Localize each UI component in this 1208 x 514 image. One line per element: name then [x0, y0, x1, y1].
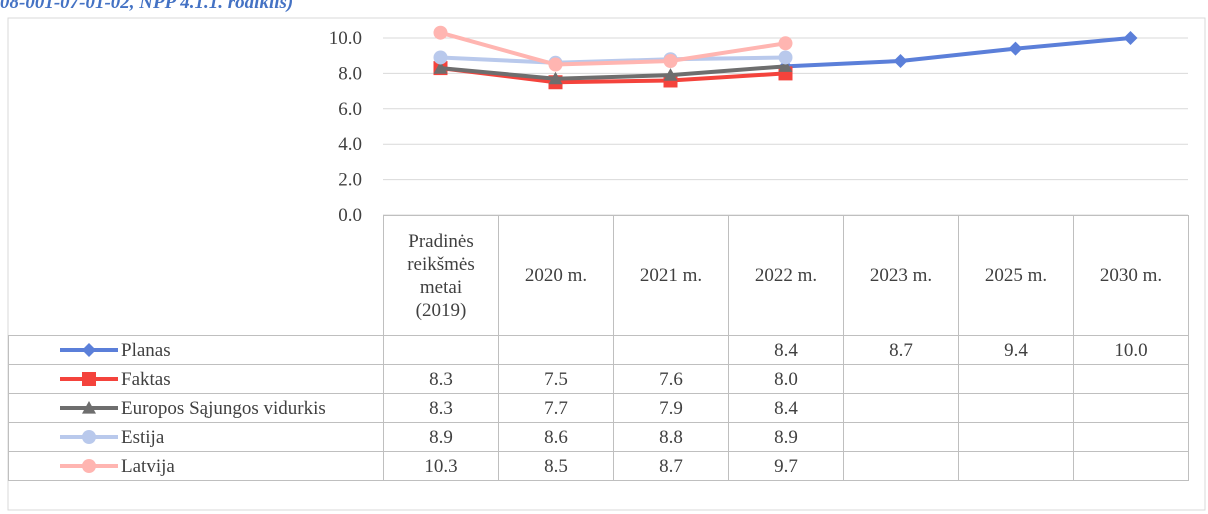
data-point — [778, 59, 793, 72]
data-point — [433, 25, 448, 40]
category-cell: 2021 m. — [613, 215, 729, 336]
value-cell — [1073, 422, 1189, 452]
legend-entry: Faktas — [8, 364, 384, 394]
data-point — [663, 68, 678, 81]
value-cell — [958, 364, 1074, 394]
value-cell: 8.9 — [383, 422, 499, 452]
value-cell — [958, 451, 1074, 481]
data-point — [663, 54, 678, 69]
category-cell: 2020 m. — [498, 215, 614, 336]
legend-entry: Planas — [8, 335, 384, 365]
value-cell: 10.0 — [1073, 335, 1189, 365]
value-cell: 8.9 — [728, 422, 844, 452]
category-cell: 2022 m. — [728, 215, 844, 336]
data-point — [1123, 31, 1138, 45]
value-cell: 8.6 — [498, 422, 614, 452]
data-point — [778, 50, 793, 65]
value-cell — [498, 335, 614, 365]
y-tick-label: 10.0 — [329, 28, 362, 49]
legend-entry: Latvija — [8, 451, 384, 481]
legend-entry: Estija — [8, 422, 384, 452]
value-cell — [958, 422, 1074, 452]
data-point — [548, 57, 563, 72]
value-cell: 8.8 — [613, 422, 729, 452]
value-cell: 8.5 — [498, 451, 614, 481]
data-point — [778, 36, 793, 51]
y-tick-label: 0.0 — [338, 205, 362, 226]
value-cell: 8.3 — [383, 364, 499, 394]
data-point — [893, 54, 908, 69]
value-cell: 8.0 — [728, 364, 844, 394]
value-cell — [1073, 451, 1189, 481]
value-cell: 8.4 — [728, 393, 844, 423]
value-cell — [843, 364, 959, 394]
value-cell — [1073, 364, 1189, 394]
category-cell: 2023 m. — [843, 215, 959, 336]
value-cell — [1073, 393, 1189, 423]
value-cell — [383, 335, 499, 365]
value-cell: 8.7 — [843, 335, 959, 365]
series-line — [439, 30, 786, 67]
chart-title: 08-001-07-01-02, NPP 4.1.1. rodiklis) — [0, 0, 293, 13]
value-cell: 7.6 — [613, 364, 729, 394]
value-cell: 10.3 — [383, 451, 499, 481]
chart-border — [7, 17, 1206, 511]
value-cell — [843, 422, 959, 452]
y-tick-label: 4.0 — [338, 134, 362, 155]
y-tick-label: 2.0 — [338, 170, 362, 191]
series-line — [440, 64, 786, 81]
data-point — [433, 61, 448, 74]
value-cell: 8.7 — [613, 451, 729, 481]
value-cell: 7.5 — [498, 364, 614, 394]
y-tick-label: 8.0 — [338, 63, 362, 84]
value-cell: 9.7 — [728, 451, 844, 481]
value-cell: 8.4 — [728, 335, 844, 365]
category-cell: 2025 m. — [958, 215, 1074, 336]
category-cell: Pradinės reikšmės metai (2019) — [383, 215, 499, 336]
value-cell: 9.4 — [958, 335, 1074, 365]
y-tick-label: 6.0 — [338, 99, 362, 120]
data-point — [1008, 41, 1023, 56]
data-point — [433, 50, 448, 65]
series-line — [785, 36, 1131, 69]
value-cell — [843, 393, 959, 423]
value-cell: 7.9 — [613, 393, 729, 423]
data-point — [548, 71, 563, 85]
value-cell: 8.3 — [383, 393, 499, 423]
category-cell: 2030 m. — [1073, 215, 1189, 336]
value-cell — [843, 451, 959, 481]
legend-entry: Europos Sąjungos vidurkis — [8, 393, 384, 423]
value-cell — [958, 393, 1074, 423]
value-cell — [613, 335, 729, 365]
value-cell: 7.7 — [498, 393, 614, 423]
